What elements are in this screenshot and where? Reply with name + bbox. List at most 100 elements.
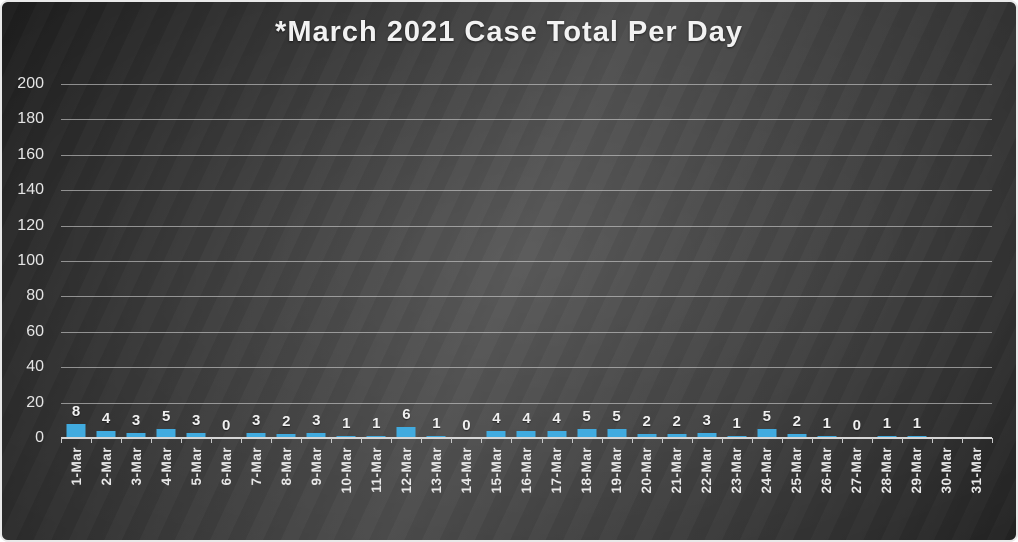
x-tick-label: 6-Mar: [218, 447, 234, 486]
y-gridline: [61, 225, 992, 227]
x-tick: [211, 438, 241, 443]
x-tick-label: 21-Mar: [669, 447, 685, 494]
bar: [637, 434, 657, 438]
bar: [757, 429, 777, 438]
x-tick: [91, 438, 121, 443]
y-tick-label: 160: [17, 145, 44, 163]
bar-value-label: 4: [101, 409, 111, 427]
bar-slot: 2: [782, 84, 812, 438]
bar: [276, 434, 296, 438]
x-tick: [841, 438, 872, 443]
y-tick-label: 0: [35, 429, 44, 446]
bar-value-label: 3: [191, 411, 201, 429]
bar-slot: 3: [301, 84, 331, 438]
bar-value-label: 4: [552, 409, 561, 427]
bar-value-label: 1: [732, 415, 741, 433]
y-gridline: [61, 261, 992, 262]
bar: [156, 429, 176, 438]
x-tick-label: 11-Mar: [368, 447, 384, 493]
x-tick: [931, 438, 962, 443]
x-tick: [961, 438, 992, 443]
x-tick: [451, 438, 481, 443]
x-tick-label: 8-Mar: [278, 447, 294, 486]
x-tick-label: 20-Mar: [639, 447, 655, 494]
bar: [186, 432, 206, 438]
bar: [126, 432, 146, 438]
x-label-cell: 11-Mar: [361, 447, 391, 533]
x-tick-label: 26-Mar: [819, 447, 835, 494]
x-label-cell: 24-Mar: [752, 447, 782, 533]
x-tick: [61, 438, 91, 443]
bar-value-label: 5: [161, 408, 171, 426]
x-label-cell: 21-Mar: [662, 447, 692, 533]
bar-value-label: 0: [852, 417, 861, 434]
x-tick: [781, 438, 812, 443]
x-tick-label: 27-Mar: [849, 447, 865, 494]
x-label-cell: 25-Mar: [782, 447, 812, 533]
bar-value-label: 4: [492, 409, 501, 427]
y-tick-label: 40: [26, 358, 44, 376]
bar-value-label: 8: [71, 402, 81, 420]
bar-slot: 5: [602, 84, 632, 438]
x-label-cell: 28-Mar: [872, 447, 902, 533]
bar-slot: 4: [91, 84, 121, 438]
y-gridline: [61, 367, 992, 369]
x-tick: [481, 438, 511, 443]
x-label-cell: 20-Mar: [632, 447, 662, 533]
x-label-cell: 4-Mar: [151, 447, 181, 533]
bar-value-label: 6: [402, 406, 411, 424]
x-tick-label: 2-Mar: [98, 447, 114, 486]
bar-slot: 2: [662, 84, 692, 438]
y-tick-label: 100: [17, 252, 44, 269]
bar-value-label: 1: [882, 415, 892, 433]
x-label-cell: 14-Mar: [451, 447, 481, 533]
x-tick: [811, 438, 842, 443]
x-tick-label: 22-Mar: [699, 447, 715, 494]
bar: [246, 432, 266, 438]
x-tick-label: 29-Mar: [909, 447, 925, 494]
x-tick: [871, 438, 902, 443]
bar-value-label: 5: [762, 408, 771, 426]
bar-value-label: 2: [282, 413, 291, 431]
bar-slot: 3: [121, 84, 151, 438]
x-label-cell: 13-Mar: [421, 447, 451, 533]
y-gridline: [61, 402, 992, 404]
x-tick-label: 23-Mar: [729, 447, 745, 494]
chart-title: *March 2021 Case Total Per Day: [275, 16, 743, 48]
bar: [96, 430, 116, 438]
x-tick-label: 13-Mar: [428, 447, 444, 494]
x-tick-label: 12-Mar: [398, 447, 414, 494]
x-tick-label: 14-Mar: [458, 447, 474, 494]
bar-value-label: 2: [672, 413, 681, 431]
bar: [697, 432, 717, 438]
x-tick: [301, 438, 331, 443]
bar-slot: 4: [511, 84, 541, 438]
x-tick-label: 3-Mar: [128, 447, 144, 486]
bar-slot: 3: [241, 84, 271, 438]
bar-value-label: 3: [702, 411, 711, 429]
y-tick-label: 20: [26, 393, 44, 411]
bar-slot: 0: [842, 84, 872, 438]
x-tick-label: 9-Mar: [308, 447, 324, 486]
y-tick-label: 120: [17, 216, 44, 234]
bar: [667, 434, 687, 438]
bar: [66, 423, 86, 438]
bar-slot: 3: [181, 84, 211, 438]
x-tick: [361, 438, 391, 443]
y-axis-labels: 0 20 40 60 80 100 120 140 160 180 200: [2, 2, 50, 540]
x-label-cell: 8-Mar: [271, 447, 301, 533]
bar: [547, 430, 567, 438]
bar: [306, 432, 326, 438]
x-tick-label: 17-Mar: [549, 447, 565, 494]
x-tick: [271, 438, 301, 443]
bar-slot: 4: [542, 84, 572, 438]
bar: [486, 430, 506, 438]
bar: [396, 427, 416, 438]
x-label-cell: 9-Mar: [301, 447, 331, 533]
x-tick: [331, 438, 361, 443]
x-label-cell: 19-Mar: [602, 447, 632, 533]
bar: [607, 429, 627, 438]
bar-value-label: 1: [372, 415, 381, 433]
